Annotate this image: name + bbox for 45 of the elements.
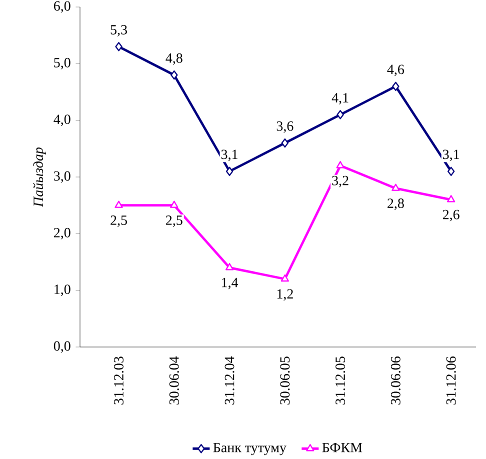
y-tick-label: 5,0 (54, 58, 70, 70)
data-label: 4,1 (332, 93, 348, 104)
x-tick-label: 30.06.05 (280, 356, 290, 404)
data-label: 3,2 (332, 176, 348, 188)
x-tick-label: 31.12.04 (224, 356, 234, 404)
x-tick-label: 30.06.06 (390, 356, 400, 404)
point (447, 166, 455, 176)
point (170, 70, 178, 80)
point (114, 200, 123, 208)
data-label: 3,6 (276, 121, 294, 133)
point (392, 184, 400, 191)
data-label: 1,4 (222, 278, 238, 290)
point (225, 263, 234, 270)
data-label: 1,2 (277, 289, 293, 301)
point (280, 274, 289, 282)
y-tick-label: 4,0 (54, 114, 70, 126)
point (336, 161, 344, 168)
y-tick-label: 6,0 (54, 1, 70, 13)
point (447, 195, 456, 202)
data-label: 2,5 (110, 216, 127, 227)
y-tick-label: 3,0 (54, 171, 70, 183)
y-tick-label: 2,0 (54, 228, 70, 240)
point (115, 42, 122, 52)
data-label: 3,1 (443, 150, 459, 162)
data-label: 5,3 (110, 25, 127, 36)
y-tick-label: 1,0 (54, 284, 70, 296)
legend-label: БФКМ (322, 442, 362, 452)
data-label: 4,6 (387, 64, 404, 76)
data-label: 3,1 (221, 150, 238, 162)
x-tick-label: 31.12.03 (114, 356, 124, 404)
point (170, 200, 178, 208)
data-label: 2,6 (442, 210, 460, 222)
data-label: 4,8 (166, 53, 182, 65)
x-tick-label: 31.12.06 (446, 356, 456, 404)
legend-label: Банк тутуму (213, 442, 286, 456)
point (281, 138, 289, 148)
point (226, 166, 234, 176)
data-label: 2,5 (166, 216, 182, 227)
x-tick-label: 30.06.04 (169, 356, 179, 404)
y-axis-title: Пайыздар (32, 147, 46, 208)
point (336, 110, 344, 120)
point (392, 82, 400, 91)
data-label: 2,8 (388, 198, 404, 210)
y-tick-label: 0,0 (54, 341, 70, 353)
x-tick-label: 31.12.05 (336, 356, 346, 404)
